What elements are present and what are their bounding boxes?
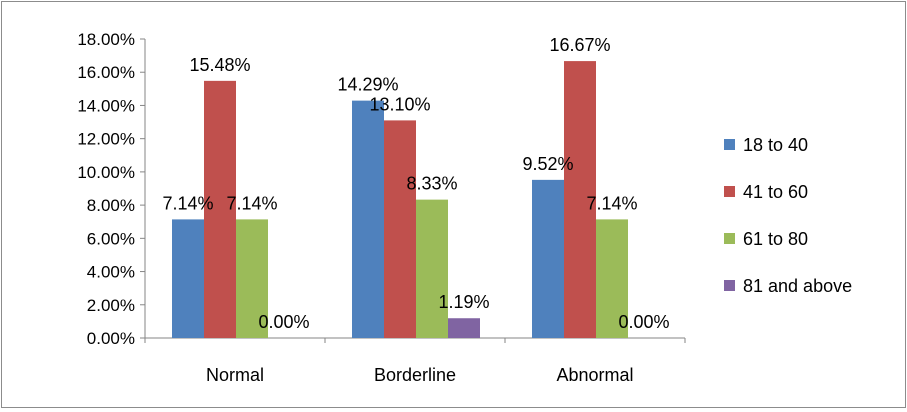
bar <box>236 219 268 338</box>
bar <box>416 199 448 338</box>
data-label: 16.67% <box>549 35 610 55</box>
legend-swatch <box>724 186 735 197</box>
legend-label: 41 to 60 <box>743 182 808 202</box>
y-tick-label: 6.00% <box>87 229 135 248</box>
axes: 0.00% 2.00% 4.00% 6.00% 8.00% 10.00% 12.00% 14.… <box>77 30 686 385</box>
bar <box>172 219 204 338</box>
data-label: 14.29% <box>337 75 398 95</box>
bar <box>352 100 384 338</box>
y-tick-label: 18.00% <box>77 30 135 49</box>
legend-swatch <box>724 280 735 291</box>
y-tick-label: 0.00% <box>87 329 135 348</box>
data-label: 7.14% <box>226 193 277 213</box>
bar <box>204 80 236 339</box>
legend-label: 61 to 80 <box>743 229 808 249</box>
bar <box>564 61 596 339</box>
data-label: 8.33% <box>406 174 457 194</box>
data-label: 1.19% <box>438 292 489 312</box>
data-label: 9.52% <box>522 154 573 174</box>
data-label: 15.48% <box>189 55 250 75</box>
bar <box>384 120 416 339</box>
data-label: 13.10% <box>369 94 430 114</box>
y-tick-label: 8.00% <box>87 196 135 215</box>
legend-swatch <box>724 139 735 150</box>
legend-item: 18 to 40 <box>724 135 808 155</box>
y-tick-label: 16.00% <box>77 63 135 82</box>
data-label: 0.00% <box>258 312 309 332</box>
y-tick-label: 2.00% <box>87 296 135 315</box>
legend-label: 81 and above <box>743 276 852 296</box>
y-tick-label: 12.00% <box>77 130 135 149</box>
y-tick-label: 14.00% <box>77 96 135 115</box>
legend-swatch <box>724 233 735 244</box>
legend-label: 18 to 40 <box>743 135 808 155</box>
y-tick-label: 4.00% <box>87 263 135 282</box>
legend-item: 81 and above <box>724 276 852 296</box>
legend-item: 61 to 80 <box>724 229 808 249</box>
x-tick-label: Abnormal <box>556 365 633 385</box>
bars <box>172 61 628 339</box>
x-tick-label: Normal <box>206 365 264 385</box>
bar <box>596 219 628 338</box>
data-label: 7.14% <box>586 193 637 213</box>
x-tick-label: Borderline <box>374 365 456 385</box>
legend: 18 to 40 41 to 60 61 to 80 81 and above <box>724 135 852 296</box>
data-labels: 7.14% 15.48% 7.14% 0.00% 14.29%13.10% 8.33% 1.… <box>162 35 669 332</box>
bar-chart: 0.00% 2.00% 4.00% 6.00% 8.00% 10.00% 12.00% 14.… <box>77 30 852 385</box>
bar <box>532 179 564 338</box>
data-label: 0.00% <box>618 312 669 332</box>
legend-item: 41 to 60 <box>724 182 808 202</box>
y-tick-label: 10.00% <box>77 163 135 182</box>
bar <box>448 318 480 338</box>
data-label: 7.14% <box>162 193 213 213</box>
